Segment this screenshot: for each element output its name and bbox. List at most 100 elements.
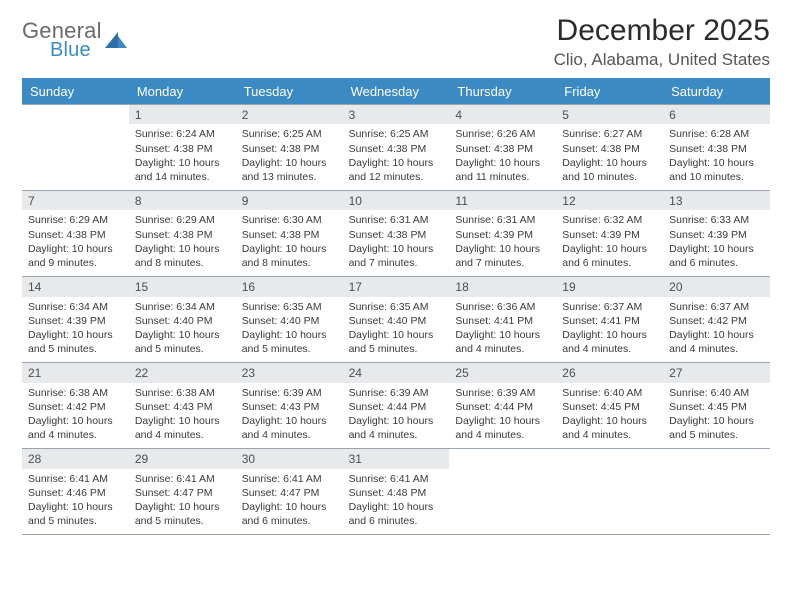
- day-number: 28: [22, 449, 129, 468]
- calendar-cell: 28Sunrise: 6:41 AMSunset: 4:46 PMDayligh…: [22, 448, 129, 535]
- calendar-cell: 11Sunrise: 6:31 AMSunset: 4:39 PMDayligh…: [449, 190, 556, 276]
- day-info: Sunrise: 6:41 AMSunset: 4:46 PMDaylight:…: [22, 469, 129, 535]
- day-info: Sunrise: 6:40 AMSunset: 4:45 PMDaylight:…: [663, 383, 770, 449]
- day-info: Sunrise: 6:35 AMSunset: 4:40 PMDaylight:…: [343, 297, 450, 363]
- day-info: Sunrise: 6:31 AMSunset: 4:39 PMDaylight:…: [449, 210, 556, 276]
- calendar-grid: SundayMondayTuesdayWednesdayThursdayFrid…: [22, 78, 770, 535]
- day-number: 1: [129, 105, 236, 124]
- brand-logo: General Blue: [22, 14, 128, 60]
- day-number: 21: [22, 363, 129, 382]
- day-number: 19: [556, 277, 663, 296]
- day-number: 31: [343, 449, 450, 468]
- day-info: Sunrise: 6:25 AMSunset: 4:38 PMDaylight:…: [236, 124, 343, 190]
- day-info: Sunrise: 6:37 AMSunset: 4:41 PMDaylight:…: [556, 297, 663, 363]
- day-number: 30: [236, 449, 343, 468]
- day-info: Sunrise: 6:32 AMSunset: 4:39 PMDaylight:…: [556, 210, 663, 276]
- day-header: Saturday: [663, 78, 770, 104]
- day-number: 12: [556, 191, 663, 210]
- day-header: Thursday: [449, 78, 556, 104]
- header: General Blue December 2025 Clio, Alabama…: [22, 14, 770, 70]
- calendar-cell: 31Sunrise: 6:41 AMSunset: 4:48 PMDayligh…: [343, 448, 450, 535]
- day-info: Sunrise: 6:31 AMSunset: 4:38 PMDaylight:…: [343, 210, 450, 276]
- calendar-cell: 18Sunrise: 6:36 AMSunset: 4:41 PMDayligh…: [449, 276, 556, 362]
- day-info: Sunrise: 6:28 AMSunset: 4:38 PMDaylight:…: [663, 124, 770, 190]
- day-number: 20: [663, 277, 770, 296]
- title-block: December 2025 Clio, Alabama, United Stat…: [554, 14, 770, 70]
- calendar-cell: 0: [449, 448, 556, 535]
- calendar-cell: 6Sunrise: 6:28 AMSunset: 4:38 PMDaylight…: [663, 104, 770, 190]
- calendar-cell: 8Sunrise: 6:29 AMSunset: 4:38 PMDaylight…: [129, 190, 236, 276]
- calendar-cell: 16Sunrise: 6:35 AMSunset: 4:40 PMDayligh…: [236, 276, 343, 362]
- day-number: 2: [236, 105, 343, 124]
- day-info: Sunrise: 6:34 AMSunset: 4:39 PMDaylight:…: [22, 297, 129, 363]
- day-number: 18: [449, 277, 556, 296]
- calendar-cell: 12Sunrise: 6:32 AMSunset: 4:39 PMDayligh…: [556, 190, 663, 276]
- brand-blue-text: Blue: [50, 40, 102, 60]
- calendar-cell: 25Sunrise: 6:39 AMSunset: 4:44 PMDayligh…: [449, 362, 556, 448]
- day-info: Sunrise: 6:39 AMSunset: 4:44 PMDaylight:…: [343, 383, 450, 449]
- day-number: 26: [556, 363, 663, 382]
- day-header: Wednesday: [343, 78, 450, 104]
- calendar-cell: 3Sunrise: 6:25 AMSunset: 4:38 PMDaylight…: [343, 104, 450, 190]
- day-number: 3: [343, 105, 450, 124]
- day-info: Sunrise: 6:25 AMSunset: 4:38 PMDaylight:…: [343, 124, 450, 190]
- calendar-cell: 20Sunrise: 6:37 AMSunset: 4:42 PMDayligh…: [663, 276, 770, 362]
- calendar-cell: 13Sunrise: 6:33 AMSunset: 4:39 PMDayligh…: [663, 190, 770, 276]
- day-info: Sunrise: 6:40 AMSunset: 4:45 PMDaylight:…: [556, 383, 663, 449]
- day-info: Sunrise: 6:29 AMSunset: 4:38 PMDaylight:…: [22, 210, 129, 276]
- day-info: Sunrise: 6:24 AMSunset: 4:38 PMDaylight:…: [129, 124, 236, 190]
- day-header: Monday: [129, 78, 236, 104]
- day-number: 29: [129, 449, 236, 468]
- calendar-cell: 7Sunrise: 6:29 AMSunset: 4:38 PMDaylight…: [22, 190, 129, 276]
- day-number: 22: [129, 363, 236, 382]
- calendar-cell: 23Sunrise: 6:39 AMSunset: 4:43 PMDayligh…: [236, 362, 343, 448]
- day-info: Sunrise: 6:33 AMSunset: 4:39 PMDaylight:…: [663, 210, 770, 276]
- calendar-cell: 17Sunrise: 6:35 AMSunset: 4:40 PMDayligh…: [343, 276, 450, 362]
- day-number: 4: [449, 105, 556, 124]
- day-info: Sunrise: 6:26 AMSunset: 4:38 PMDaylight:…: [449, 124, 556, 190]
- calendar-cell: 4Sunrise: 6:26 AMSunset: 4:38 PMDaylight…: [449, 104, 556, 190]
- calendar-cell: 14Sunrise: 6:34 AMSunset: 4:39 PMDayligh…: [22, 276, 129, 362]
- calendar-cell: 10Sunrise: 6:31 AMSunset: 4:38 PMDayligh…: [343, 190, 450, 276]
- day-info: Sunrise: 6:29 AMSunset: 4:38 PMDaylight:…: [129, 210, 236, 276]
- calendar-cell: 27Sunrise: 6:40 AMSunset: 4:45 PMDayligh…: [663, 362, 770, 448]
- day-info: Sunrise: 6:38 AMSunset: 4:42 PMDaylight:…: [22, 383, 129, 449]
- calendar-cell: 0: [556, 448, 663, 535]
- day-number: 6: [663, 105, 770, 124]
- calendar-cell: 15Sunrise: 6:34 AMSunset: 4:40 PMDayligh…: [129, 276, 236, 362]
- calendar-cell: 1Sunrise: 6:24 AMSunset: 4:38 PMDaylight…: [129, 104, 236, 190]
- day-number: 15: [129, 277, 236, 296]
- month-title: December 2025: [554, 14, 770, 48]
- day-number: 24: [343, 363, 450, 382]
- day-info: Sunrise: 6:39 AMSunset: 4:43 PMDaylight:…: [236, 383, 343, 449]
- calendar-cell: 30Sunrise: 6:41 AMSunset: 4:47 PMDayligh…: [236, 448, 343, 535]
- calendar-cell: 29Sunrise: 6:41 AMSunset: 4:47 PMDayligh…: [129, 448, 236, 535]
- day-number: 8: [129, 191, 236, 210]
- day-number: 23: [236, 363, 343, 382]
- day-info: Sunrise: 6:39 AMSunset: 4:44 PMDaylight:…: [449, 383, 556, 449]
- day-number: 13: [663, 191, 770, 210]
- calendar-cell: 0: [22, 104, 129, 190]
- day-info: Sunrise: 6:34 AMSunset: 4:40 PMDaylight:…: [129, 297, 236, 363]
- location-text: Clio, Alabama, United States: [554, 50, 770, 70]
- calendar-cell: 21Sunrise: 6:38 AMSunset: 4:42 PMDayligh…: [22, 362, 129, 448]
- calendar-cell: 22Sunrise: 6:38 AMSunset: 4:43 PMDayligh…: [129, 362, 236, 448]
- day-info: Sunrise: 6:37 AMSunset: 4:42 PMDaylight:…: [663, 297, 770, 363]
- calendar-cell: 5Sunrise: 6:27 AMSunset: 4:38 PMDaylight…: [556, 104, 663, 190]
- day-number: 9: [236, 191, 343, 210]
- day-number: 14: [22, 277, 129, 296]
- day-number: 25: [449, 363, 556, 382]
- calendar-cell: 24Sunrise: 6:39 AMSunset: 4:44 PMDayligh…: [343, 362, 450, 448]
- day-header: Friday: [556, 78, 663, 104]
- day-number: 17: [343, 277, 450, 296]
- calendar-cell: 0: [663, 448, 770, 535]
- day-header: Tuesday: [236, 78, 343, 104]
- day-number: 10: [343, 191, 450, 210]
- day-info: Sunrise: 6:38 AMSunset: 4:43 PMDaylight:…: [129, 383, 236, 449]
- calendar-cell: 9Sunrise: 6:30 AMSunset: 4:38 PMDaylight…: [236, 190, 343, 276]
- day-info: Sunrise: 6:36 AMSunset: 4:41 PMDaylight:…: [449, 297, 556, 363]
- calendar-cell: 19Sunrise: 6:37 AMSunset: 4:41 PMDayligh…: [556, 276, 663, 362]
- day-number: 16: [236, 277, 343, 296]
- day-info: Sunrise: 6:35 AMSunset: 4:40 PMDaylight:…: [236, 297, 343, 363]
- calendar-cell: 2Sunrise: 6:25 AMSunset: 4:38 PMDaylight…: [236, 104, 343, 190]
